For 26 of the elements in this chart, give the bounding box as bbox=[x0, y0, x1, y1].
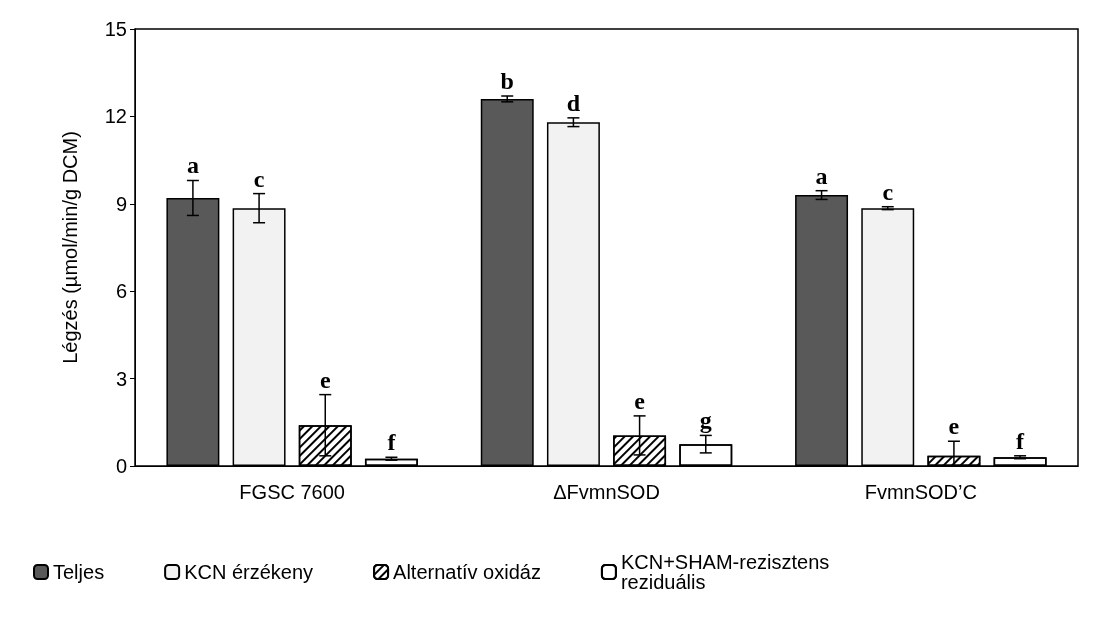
data-label: d bbox=[566, 89, 581, 116]
data-label: f bbox=[387, 429, 397, 456]
data-label: e bbox=[634, 387, 646, 414]
legend-label: Alternatív oxidáz bbox=[393, 561, 541, 583]
data-label: c bbox=[882, 178, 894, 205]
y-tick-label: 6 bbox=[115, 280, 127, 303]
data-label: f bbox=[1016, 427, 1026, 454]
data-label: a bbox=[186, 152, 199, 179]
data-label: b bbox=[500, 68, 514, 95]
x-tick-label: FvmnSOD’C bbox=[864, 481, 977, 503]
y-tick-label: 0 bbox=[115, 455, 127, 477]
x-tick-label: ΔFvmnSOD bbox=[553, 481, 660, 503]
data-label: c bbox=[253, 165, 265, 192]
data-label: a bbox=[815, 162, 828, 189]
y-tick-label: 3 bbox=[115, 367, 127, 390]
y-tick-label: 9 bbox=[115, 192, 127, 215]
y-tick-label: 15 bbox=[104, 18, 127, 40]
y-axis-title: Légzés (µmol/min/g DCM) bbox=[59, 131, 81, 364]
legend-label: Teljes bbox=[53, 561, 105, 583]
legend-label: KCN érzékeny bbox=[184, 561, 314, 583]
data-label: e bbox=[948, 413, 960, 440]
legend-label: KCN+SHAM-rezisztens reziduális bbox=[620, 551, 835, 593]
x-tick-label: FGSC 7600 bbox=[239, 481, 345, 503]
y-tick-label: 12 bbox=[104, 105, 127, 128]
data-label: e bbox=[319, 366, 331, 393]
data-label: g bbox=[699, 407, 712, 434]
